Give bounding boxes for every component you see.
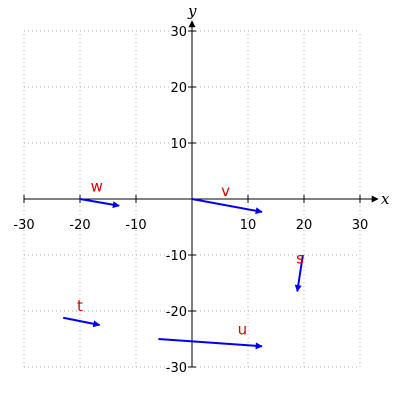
- y-tick-label: 20: [170, 81, 187, 96]
- x-axis-label: x: [381, 190, 390, 208]
- vector-s: [294, 254, 304, 293]
- y-tick-label: -10: [166, 249, 187, 264]
- vector-label-w: w: [91, 178, 103, 196]
- vector-label-s: s: [296, 249, 304, 267]
- x-tick-label: -10: [125, 218, 146, 233]
- x-tick-label: 30: [352, 218, 369, 233]
- vector-t: [63, 316, 101, 328]
- x-tick-label: 10: [240, 218, 257, 233]
- vector-u: [158, 338, 263, 350]
- vector-label-u: u: [238, 321, 248, 339]
- vectors: [63, 198, 304, 350]
- vector-labels: w v s t u: [77, 178, 304, 339]
- x-tick-label: -20: [69, 218, 90, 233]
- tick-labels: -30 -20 -10 10 20 30 -30 -20 -10 10 20 30: [13, 25, 368, 376]
- y-tick-label: -20: [166, 305, 187, 320]
- vector-label-v: v: [221, 182, 230, 200]
- vector-label-t: t: [77, 297, 83, 315]
- vector-v: [191, 198, 263, 215]
- y-axis-label: y: [187, 2, 197, 20]
- y-tick-label: 30: [170, 25, 187, 40]
- x-tick-label: 20: [296, 218, 313, 233]
- y-tick-label: 10: [170, 137, 187, 152]
- vector-w: [79, 198, 120, 209]
- y-tick-label: -30: [166, 361, 187, 376]
- x-tick-label: -30: [13, 218, 34, 233]
